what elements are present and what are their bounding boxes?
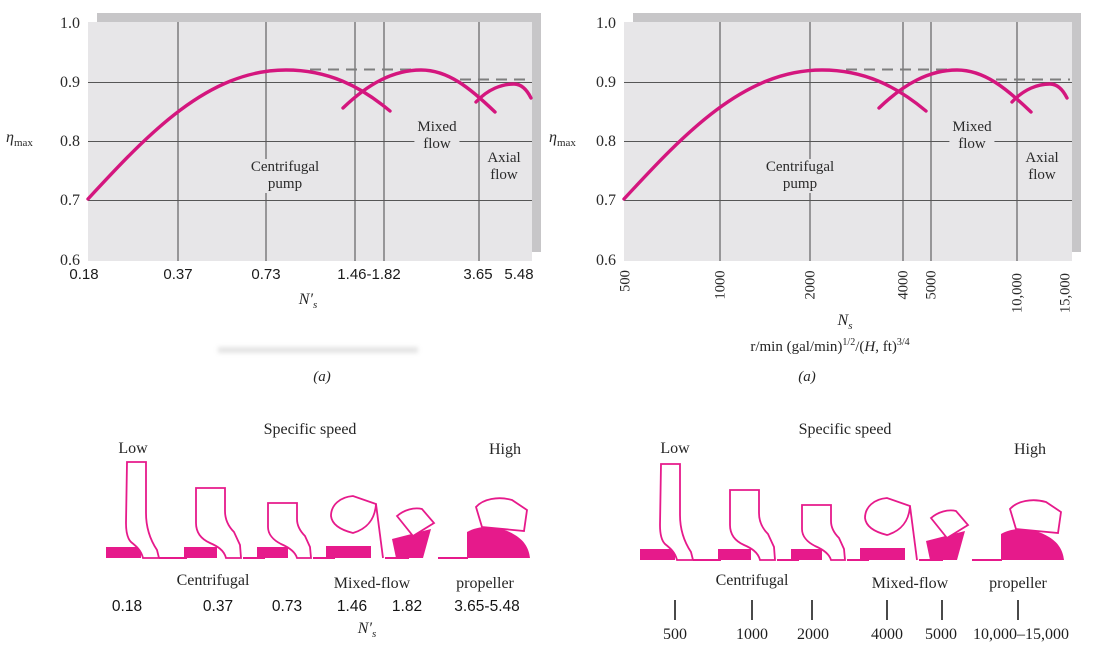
right-x-tick-500: 500 — [617, 270, 634, 292]
left-panel-label: (a) — [313, 369, 331, 385]
right-value-10000-15000: 10,000–15,000 — [973, 626, 1069, 643]
right-x-tick-10000: 10,000 — [1009, 273, 1026, 313]
right-x-tick-1000: 1000 — [712, 270, 729, 300]
dashed-guides — [310, 68, 531, 81]
right-scale-tick-1000 — [751, 600, 753, 620]
left-impellers-axis-title: N′s — [357, 620, 377, 641]
right-impellers-low-label: Low — [660, 440, 690, 457]
left-region-mixed-flow: Mixed flow — [414, 119, 460, 153]
right-value-2000: 2000 — [797, 626, 829, 643]
right-scale-tick-500 — [674, 600, 676, 620]
left-y-tick-0.9: 0.9 — [60, 74, 80, 91]
left-value-0.18: 0.18 — [111, 598, 143, 615]
left-value-0.73: 0.73 — [271, 598, 303, 615]
right-value-5000: 5000 — [925, 626, 957, 643]
right-family-propeller: propeller — [989, 575, 1047, 592]
right-region-mixed-flow: Mixed flow — [949, 119, 995, 153]
left-impellers-title: Specific speed — [263, 421, 357, 438]
left-y-tick-1.0: 1.0 — [60, 15, 80, 32]
centrifugal-pump-curve — [622, 68, 928, 201]
right-y-tick-1.0: 1.0 — [596, 15, 616, 32]
right-scale-tick-4000 — [886, 600, 888, 620]
right-value-4000: 4000 — [871, 626, 903, 643]
left-y-axis-title: ηmax — [6, 129, 33, 150]
left-family-propeller: propeller — [456, 575, 514, 592]
right-chart-plot — [622, 13, 1081, 261]
left-impellers-low-label: Low — [118, 440, 148, 457]
left-family-mixed-flow: Mixed-flow — [333, 575, 411, 592]
mixed-flow-curve — [341, 68, 497, 114]
right-impellers-title: Specific speed — [798, 421, 892, 438]
right-x-axis-title: Ns — [837, 312, 853, 333]
left-x-tick-3.65: 3.65 — [463, 266, 493, 283]
right-x-tick-2000: 2000 — [802, 270, 819, 300]
left-value-1.82: 1.82 — [391, 598, 423, 615]
right-panel-label: (a) — [798, 369, 816, 385]
left-y-tick-0.6: 0.6 — [60, 252, 80, 269]
mixed-flow-curve — [877, 68, 1033, 114]
left-x-tick-0.18: 0.18 — [69, 266, 99, 283]
left-y-tick-0.8: 0.8 — [60, 133, 80, 150]
left-value-0.37: 0.37 — [202, 598, 234, 615]
left-impeller-row-shapes — [105, 461, 531, 559]
left-x-axis-title: N′s — [298, 291, 318, 312]
dashed-guides — [846, 68, 1070, 81]
right-impellers-high-label: High — [1014, 441, 1046, 458]
right-y-tick-0.7: 0.7 — [596, 192, 616, 209]
right-y-tick-0.9: 0.9 — [596, 74, 616, 91]
left-x-tick-5.48: 5.48 — [504, 266, 534, 283]
left-region-centrifugal-pump: Centrifugal pump — [247, 159, 323, 193]
right-y-axis-title: ηmax — [549, 129, 576, 150]
right-y-tick-0.6: 0.6 — [596, 252, 616, 269]
left-chart-plot — [86, 13, 541, 261]
left-x-tick-1.46-1.82: 1.46-1.82 — [337, 266, 401, 283]
centrifugal-pump-curve — [86, 68, 392, 201]
left-y-tick-0.7: 0.7 — [60, 192, 80, 209]
efficiency-curves — [622, 68, 1069, 201]
right-family-mixed-flow: Mixed-flow — [871, 575, 949, 592]
axial-flow-curve — [474, 82, 533, 104]
right-scale-tick-5000 — [941, 600, 943, 620]
left-region-axial-flow: Axial flow — [484, 150, 524, 184]
erased-text-smudge — [218, 347, 418, 353]
right-region-centrifugal-pump: Centrifugal pump — [762, 159, 838, 193]
left-value-3.65-5.48: 3.65-5.48 — [454, 598, 520, 615]
right-value-500: 500 — [663, 626, 687, 643]
right-x-axis-units: r/min (gal/min)1/2/(H, ft)3/4 — [750, 337, 910, 355]
left-x-tick-0.37: 0.37 — [163, 266, 193, 283]
right-value-1000: 1000 — [736, 626, 768, 643]
right-x-tick-4000: 4000 — [895, 270, 912, 300]
left-value-1.46: 1.46 — [336, 598, 368, 615]
left-impellers-high-label: High — [489, 441, 521, 458]
right-region-axial-flow: Axial flow — [1022, 150, 1062, 184]
right-x-tick-5000: 5000 — [923, 270, 940, 300]
right-family-centrifugal: Centrifugal — [715, 572, 789, 589]
right-scale-tick-10000-15000 — [1017, 600, 1019, 620]
efficiency-curves — [86, 68, 533, 201]
right-y-tick-0.8: 0.8 — [596, 133, 616, 150]
right-impeller-row-shapes — [639, 463, 1065, 561]
right-x-tick-15000: 15,000 — [1057, 273, 1074, 313]
axial-flow-curve — [1010, 82, 1069, 104]
right-scale-tick-2000 — [811, 600, 813, 620]
left-family-centrifugal: Centrifugal — [176, 572, 250, 589]
left-x-tick-0.73: 0.73 — [251, 266, 281, 283]
